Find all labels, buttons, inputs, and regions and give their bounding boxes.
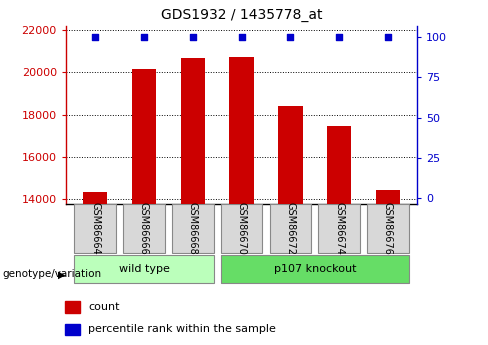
FancyBboxPatch shape <box>270 204 311 253</box>
Bar <box>65 324 80 335</box>
Text: GSM86672: GSM86672 <box>285 202 295 255</box>
FancyBboxPatch shape <box>75 255 214 283</box>
FancyBboxPatch shape <box>367 204 409 253</box>
Point <box>189 34 197 40</box>
Point <box>286 34 294 40</box>
FancyBboxPatch shape <box>221 255 409 283</box>
Text: ▶: ▶ <box>58 269 65 279</box>
Bar <box>181 58 205 204</box>
Bar <box>132 69 156 204</box>
Bar <box>65 301 80 313</box>
Bar <box>229 57 254 204</box>
Text: GSM86670: GSM86670 <box>237 202 246 255</box>
FancyBboxPatch shape <box>172 204 214 253</box>
FancyBboxPatch shape <box>221 204 263 253</box>
Text: GSM86666: GSM86666 <box>139 202 149 255</box>
Bar <box>278 106 303 204</box>
FancyBboxPatch shape <box>75 204 116 253</box>
Title: GDS1932 / 1435778_at: GDS1932 / 1435778_at <box>161 8 322 22</box>
Bar <box>83 192 107 204</box>
Text: GSM86668: GSM86668 <box>188 202 198 255</box>
Point <box>140 34 148 40</box>
FancyBboxPatch shape <box>319 204 360 253</box>
Text: GSM86676: GSM86676 <box>383 202 393 255</box>
Text: GSM86674: GSM86674 <box>334 202 344 255</box>
FancyBboxPatch shape <box>123 204 164 253</box>
Text: GSM86664: GSM86664 <box>90 202 100 255</box>
Bar <box>376 190 400 204</box>
Text: wild type: wild type <box>119 264 169 274</box>
Text: percentile rank within the sample: percentile rank within the sample <box>88 325 276 335</box>
Bar <box>327 126 351 204</box>
Text: count: count <box>88 302 120 312</box>
Point <box>384 34 392 40</box>
Point <box>238 34 245 40</box>
Point <box>335 34 343 40</box>
Text: p107 knockout: p107 knockout <box>273 264 356 274</box>
Text: genotype/variation: genotype/variation <box>2 269 102 279</box>
Point <box>91 34 99 40</box>
